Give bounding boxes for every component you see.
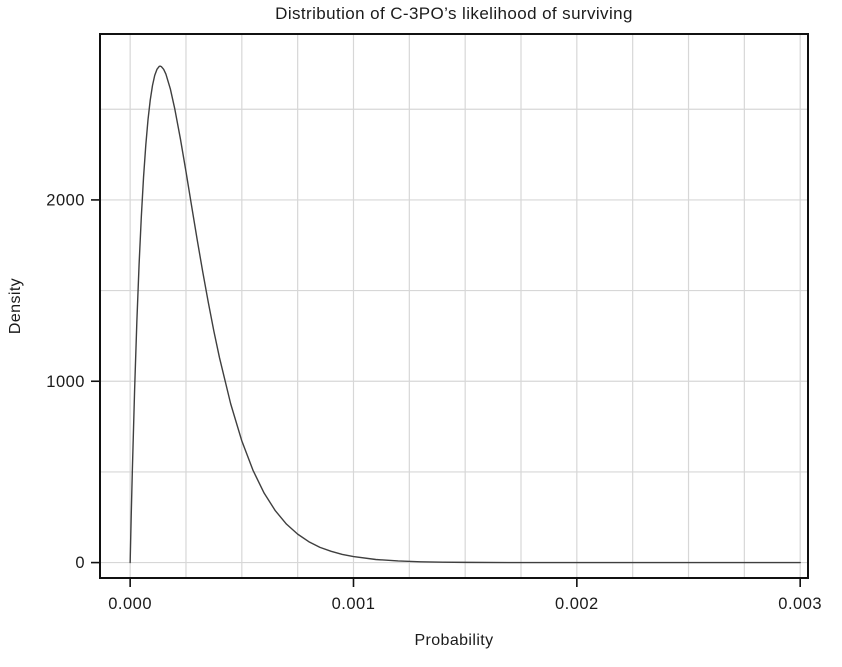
x-tick-label: 0.001 <box>332 595 376 613</box>
density-curve <box>129 65 801 564</box>
y-tick-label: 1000 <box>46 373 85 391</box>
x-tick-label: 0.002 <box>555 595 599 613</box>
x-tick-label: 0.000 <box>108 595 152 613</box>
y-axis-title: Density <box>7 277 24 335</box>
y-tick-label: 2000 <box>46 191 85 209</box>
x-tick-label: 0.003 <box>778 595 822 613</box>
x-axis-title: Probability <box>414 632 494 649</box>
y-tick-label: 0 <box>75 554 85 572</box>
chart-title: Distribution of C-3PO’s likelihood of su… <box>275 4 633 23</box>
panel-border <box>99 33 809 579</box>
